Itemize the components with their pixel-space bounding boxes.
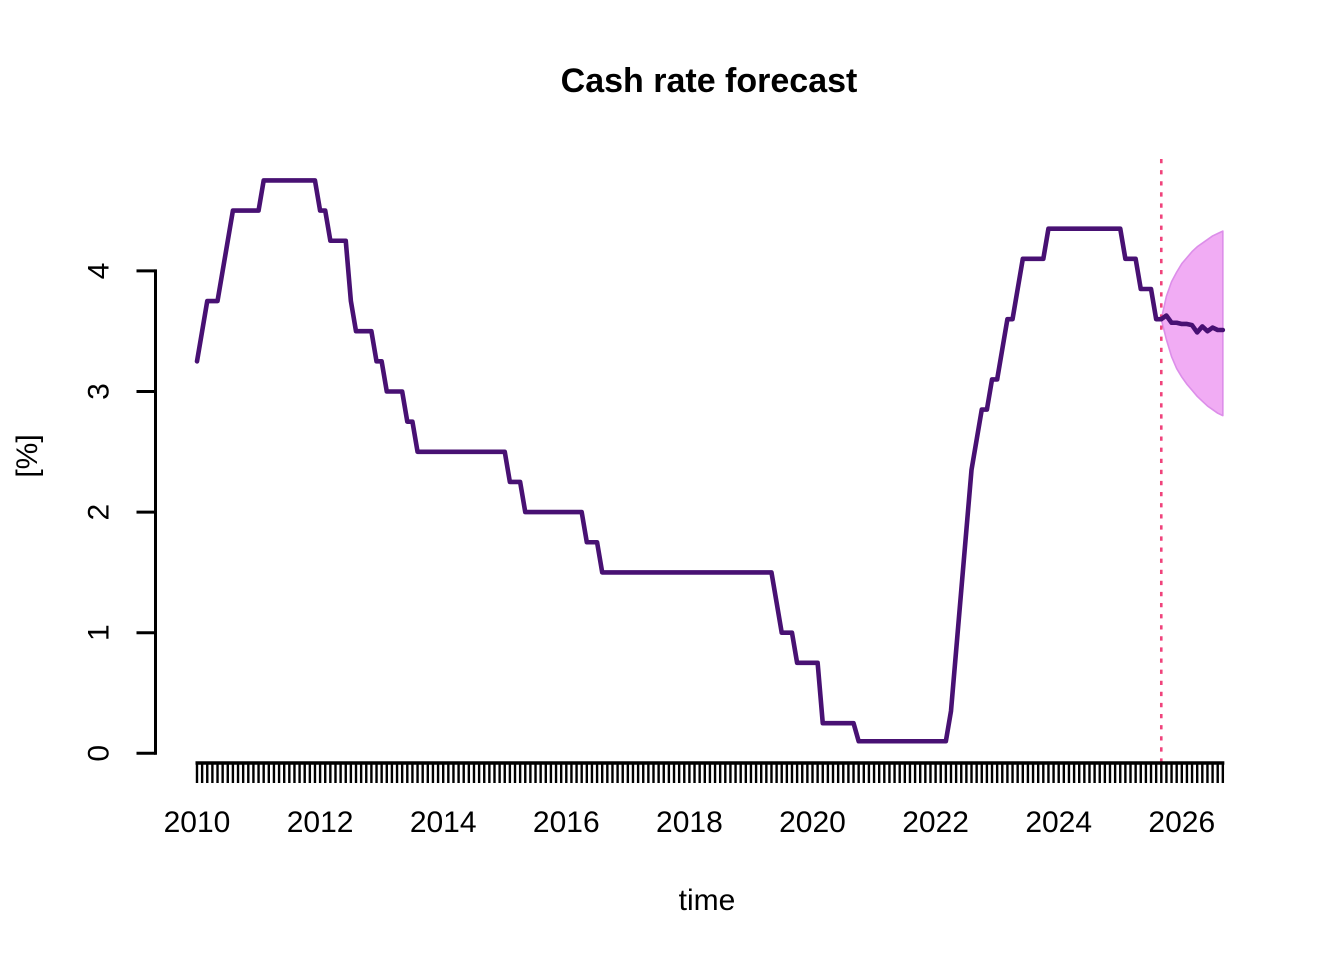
- y-tick-label: 2: [83, 504, 116, 521]
- y-tick-label: 1: [83, 624, 116, 641]
- forecast-median-line: [1158, 313, 1226, 335]
- y-tick-label: 3: [83, 383, 116, 400]
- y-axis-title: [%]: [11, 434, 44, 478]
- y-tick-label: 4: [83, 263, 116, 280]
- x-tick-label: 2012: [287, 806, 354, 839]
- y-tick-label: 0: [83, 745, 116, 762]
- x-tick-label: 2016: [533, 806, 600, 839]
- x-tick-label: 2024: [1025, 806, 1092, 839]
- x-tick-label: 2022: [902, 806, 969, 839]
- history-line: [194, 178, 1164, 744]
- x-tick-label: 2020: [779, 806, 846, 839]
- x-tick-label: 2026: [1148, 806, 1215, 839]
- x-tick-label: 2014: [410, 806, 477, 839]
- x-tick-label: 2010: [164, 806, 231, 839]
- x-axis-title: time: [678, 884, 736, 917]
- chart-title: Cash rate forecast: [560, 62, 858, 100]
- x-tick-label: 2018: [656, 806, 723, 839]
